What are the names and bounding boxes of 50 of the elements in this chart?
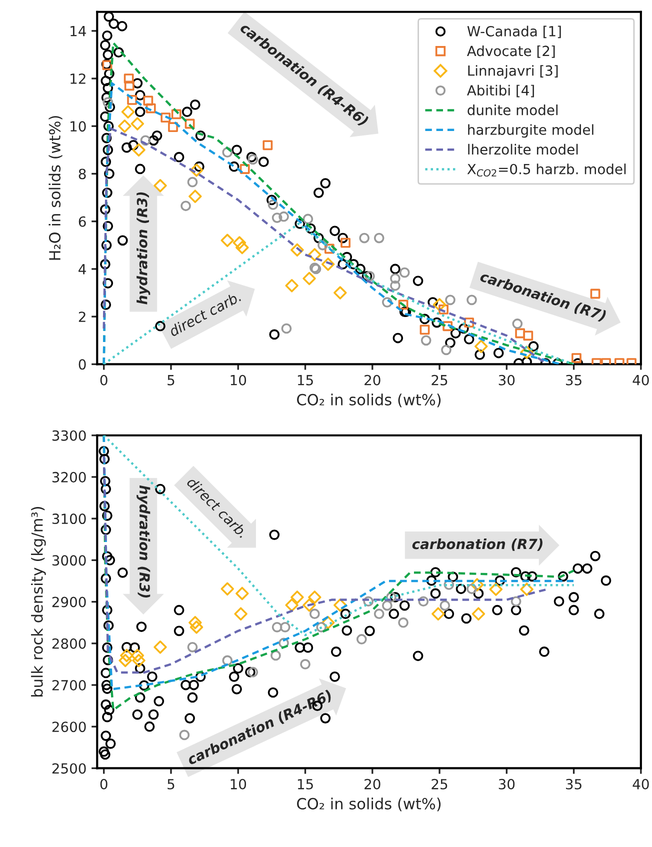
x-tick-label: 25 (432, 374, 448, 386)
x-tick-label: 10 (230, 374, 246, 386)
legend-label: X$_{CO2}$=0.5 harzb. model (467, 164, 626, 177)
x-tick-label: 20 (364, 778, 380, 790)
x-tick-label: 35 (566, 778, 582, 790)
legend-label: Abitibi [4] (466, 84, 534, 98)
annotation: hydration (R3) (136, 485, 150, 598)
y-tick-label: 14 (70, 26, 86, 36)
x-tick-label: 30 (498, 374, 515, 386)
x-tick-label: 30 (498, 778, 515, 790)
y-tick-label: 8 (78, 168, 86, 180)
legend-label: harzburgite model (468, 124, 594, 138)
y-tick-label: 2900 (52, 596, 86, 608)
y-tick-label: 3100 (52, 514, 86, 524)
legend-label: W-Canada [1] (467, 26, 561, 38)
annotation: carbonation (R7) (412, 538, 542, 551)
y-tick-label: 3300 (52, 430, 86, 441)
x-tick-label: 15 (298, 779, 313, 790)
x-tick-label: 35 (566, 374, 582, 386)
y-tick-label: 2 (78, 312, 86, 322)
y-axis-title: H₂O in solids (wt%) (48, 116, 62, 260)
y-tick-label: 6 (78, 216, 86, 227)
legend-label: lherzolite model (468, 144, 578, 155)
x-tick-label: 0 (100, 778, 108, 790)
y-tick-label: 3000 (52, 555, 86, 566)
y-tick-label: 2800 (52, 638, 86, 649)
x-tick-label: 5 (168, 375, 174, 386)
x-tick-label: 0 (100, 374, 108, 386)
x-axis-title: CO₂ in solids (wt%) (297, 798, 441, 812)
y-tick-label: 3200 (52, 472, 86, 482)
x-tick-label: 15 (298, 375, 313, 386)
y-tick-label: 12 (70, 73, 86, 84)
y-tick-label: 2600 (52, 722, 86, 732)
x-tick-label: 40 (632, 374, 649, 386)
legend-label: Advocate [2] (466, 45, 555, 58)
y-axis-title: bulk rock density (kg/m³) (31, 507, 46, 697)
x-axis-title: CO₂ in solids (wt%) (297, 394, 441, 408)
y-tick-label: 4 (78, 264, 86, 274)
x-tick-label: 20 (364, 374, 380, 386)
y-tick-label: 10 (70, 121, 86, 132)
y-tick-label: 0 (78, 359, 86, 370)
y-tick-label: 2500 (52, 763, 86, 774)
annotation: hydration (R3) (136, 192, 150, 304)
x-tick-label: 25 (432, 778, 448, 790)
x-tick-label: 40 (632, 778, 649, 790)
legend-label: dunite model (468, 104, 558, 116)
y-tick-label: 2700 (52, 680, 86, 690)
x-tick-label: 5 (168, 779, 174, 790)
x-tick-label: 10 (230, 778, 246, 790)
legend-label: Linnajavri [3] (468, 65, 558, 79)
